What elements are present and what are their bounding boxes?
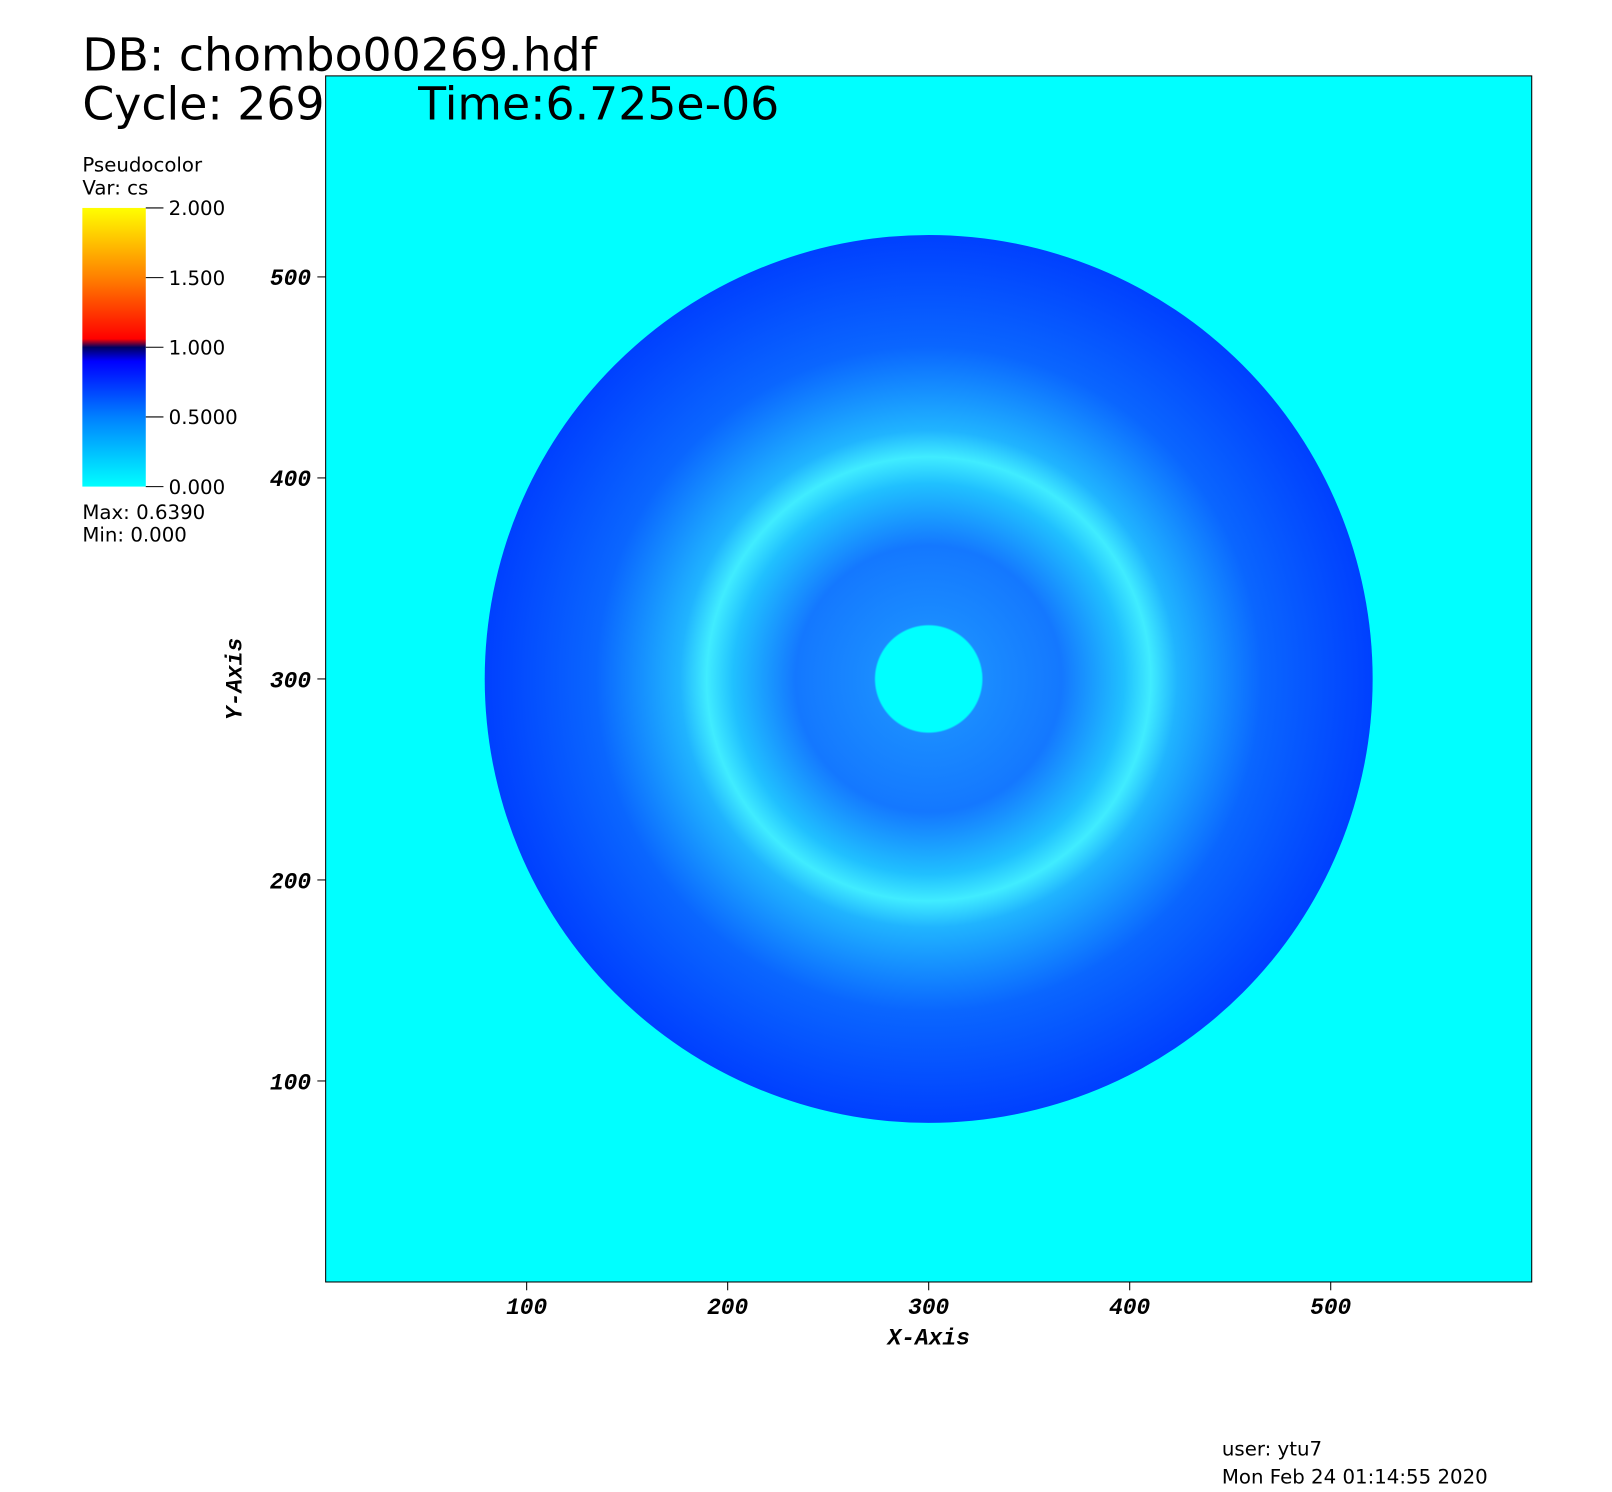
db-label: DB: chombo00269.hdf (82, 29, 597, 82)
colorbar-tick-label: 0.000 (169, 476, 226, 499)
x-tick-label: 100 (506, 1295, 547, 1321)
min-label: Min: 0.000 (82, 524, 187, 547)
max-label: Max: 0.6390 (82, 501, 205, 524)
x-tick-label: 200 (707, 1295, 748, 1321)
y-tick-label: 400 (270, 467, 311, 493)
y-tick-label: 500 (270, 266, 311, 292)
colorbar-tick-label: 1.000 (169, 337, 226, 360)
cycle-label: Cycle: 269 (82, 78, 324, 131)
colorbar (82, 207, 146, 487)
legend-title: Pseudocolor (82, 154, 203, 177)
x-axis-title: X-Axis (886, 1325, 970, 1351)
date-label: Mon Feb 24 01:14:55 2020 (1222, 1466, 1488, 1489)
field-image (484, 234, 1373, 1123)
colorbar-tick-label: 1.500 (169, 267, 226, 290)
x-tick-label: 500 (1310, 1295, 1351, 1321)
colorbar-tick-label: 2.000 (169, 197, 226, 220)
legend-variable: Var: cs (82, 176, 148, 199)
y-axis-title: Y-Axis (222, 638, 248, 720)
user-label: user: ytu7 (1222, 1438, 1322, 1461)
y-tick-label: 200 (270, 869, 311, 895)
x-tick-label: 300 (908, 1295, 949, 1321)
x-tick-label: 400 (1109, 1295, 1150, 1321)
time-label: Time:6.725e-06 (417, 78, 779, 131)
y-tick-label: 100 (270, 1070, 311, 1096)
colorbar-tick-label: 0.5000 (169, 406, 238, 429)
y-tick-label: 300 (270, 668, 311, 694)
